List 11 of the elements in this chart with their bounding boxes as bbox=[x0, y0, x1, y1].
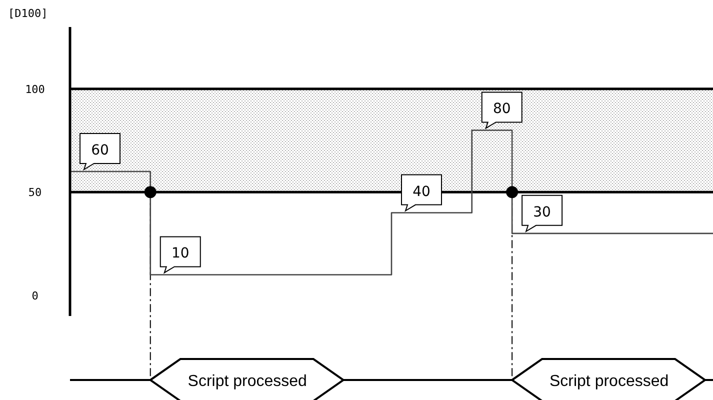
text: Script processed bbox=[188, 373, 307, 390]
y-tick-label: 100 bbox=[25, 82, 45, 96]
y-tick-label: 50 bbox=[28, 186, 42, 200]
data-label: 40 bbox=[412, 184, 430, 200]
data-label: 10 bbox=[171, 246, 190, 262]
text: Script processed bbox=[549, 373, 669, 390]
data-label: 30 bbox=[533, 204, 551, 220]
data-label: 80 bbox=[492, 101, 511, 118]
y-tick-label: 0 bbox=[32, 289, 38, 302]
data-label: 60 bbox=[91, 142, 109, 158]
y-axis-title: [D100] bbox=[8, 7, 48, 20]
